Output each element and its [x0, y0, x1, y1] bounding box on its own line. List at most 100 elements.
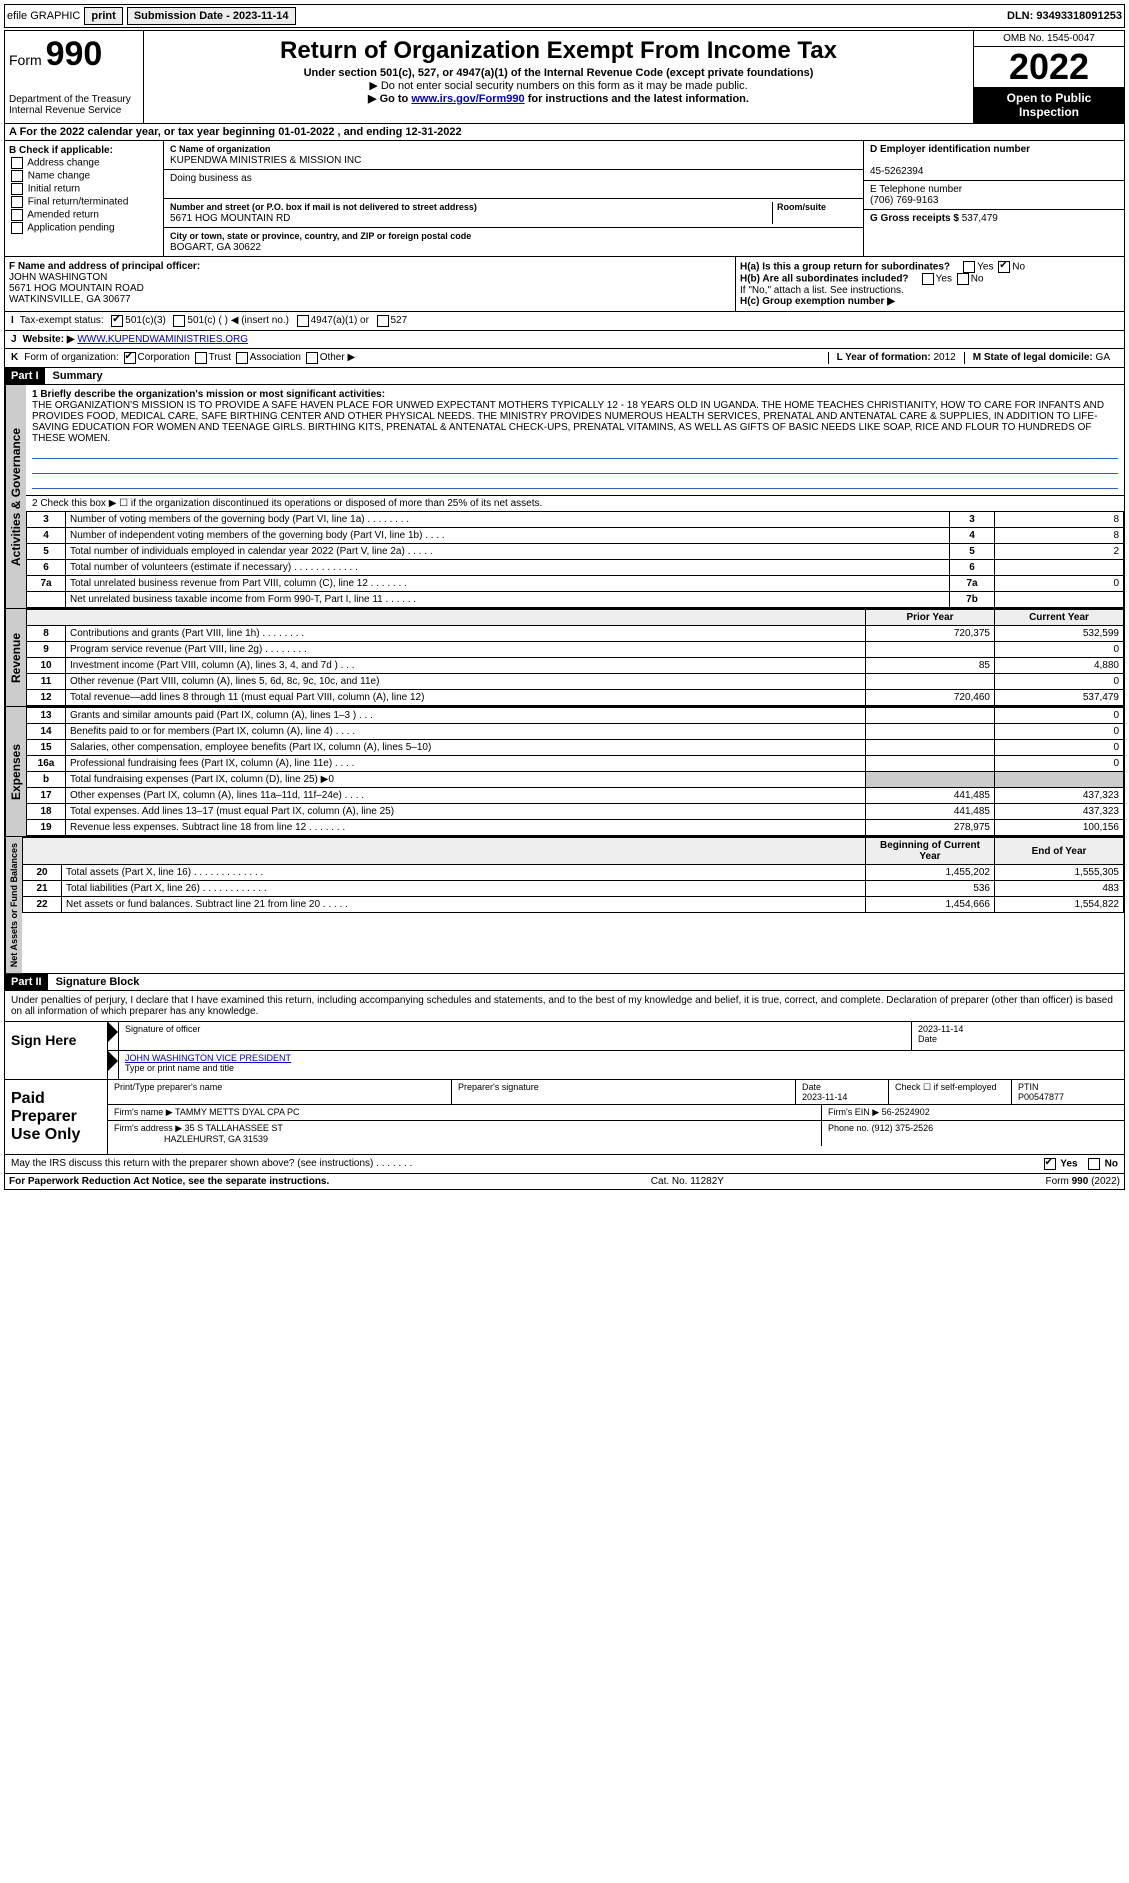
subtitle-3: ▶ Go to www.irs.gov/Form990 for instruct… [148, 92, 969, 105]
officer-addr1: 5671 HOG MOUNTAIN ROAD [9, 283, 144, 294]
table-row: 3Number of voting members of the governi… [27, 512, 1124, 528]
city-value: BOGART, GA 30622 [170, 242, 261, 253]
irs-link[interactable]: www.irs.gov/Form990 [411, 93, 524, 105]
efile-label: efile GRAPHIC [7, 10, 80, 22]
col-f-officer: F Name and address of principal officer:… [5, 257, 735, 311]
row-j-website: J Website: ▶ WWW.KUPENDWAMINISTRIES.ORG [4, 331, 1125, 349]
cb-trust[interactable] [195, 352, 207, 364]
revenue-table: Prior YearCurrent Year 8Contributions an… [26, 609, 1124, 706]
dept-label: Department of the Treasury [9, 94, 139, 105]
cb-address-change[interactable]: Address change [9, 157, 159, 169]
table-row: 5Total number of individuals employed in… [27, 544, 1124, 560]
cb-4947[interactable] [297, 315, 309, 327]
table-row: 9Program service revenue (Part VIII, lin… [27, 642, 1124, 658]
cb-discuss-no[interactable] [1088, 1158, 1100, 1170]
part-1-net-assets: Net Assets or Fund Balances Beginning of… [4, 837, 1125, 974]
gross-value: 537,479 [962, 213, 998, 224]
table-row: 17Other expenses (Part IX, column (A), l… [27, 788, 1124, 804]
row-f-h: F Name and address of principal officer:… [4, 257, 1125, 312]
cb-amended-return[interactable]: Amended return [9, 209, 159, 221]
footer-left: For Paperwork Reduction Act Notice, see … [9, 1176, 329, 1187]
cb-other[interactable] [306, 352, 318, 364]
header-right: OMB No. 1545-0047 2022 Open to Public In… [973, 31, 1124, 123]
dln-label: DLN: 93493318091253 [1007, 10, 1122, 22]
header-mid: Return of Organization Exempt From Incom… [144, 31, 973, 123]
cb-527[interactable] [377, 315, 389, 327]
form-title: Return of Organization Exempt From Incom… [148, 37, 969, 65]
part-1-header: Part I Summary [4, 368, 1125, 385]
table-row: Net unrelated business taxable income fr… [27, 592, 1124, 608]
table-row: 20Total assets (Part X, line 16) . . . .… [23, 865, 1124, 881]
dba-label: Doing business as [170, 173, 252, 184]
table-row: 18Total expenses. Add lines 13–17 (must … [27, 804, 1124, 820]
website-link[interactable]: WWW.KUPENDWAMINISTRIES.ORG [77, 334, 248, 345]
org-name-label: C Name of organization [170, 144, 271, 154]
header-left: Form 990 Department of the Treasury Inte… [5, 31, 144, 123]
print-button[interactable]: print [84, 7, 122, 25]
table-row: 14Benefits paid to or for members (Part … [27, 724, 1124, 740]
subtitle-1: Under section 501(c), 527, or 4947(a)(1)… [148, 67, 969, 79]
expenses-table: 13Grants and similar amounts paid (Part … [26, 707, 1124, 836]
table-row: 15Salaries, other compensation, employee… [27, 740, 1124, 756]
footer: For Paperwork Reduction Act Notice, see … [4, 1174, 1125, 1190]
row-k-l-m: K Form of organization: Corporation Trus… [4, 349, 1125, 368]
subtitle-2: ▶ Do not enter social security numbers o… [148, 79, 969, 92]
part-2-header: Part II Signature Block [4, 974, 1125, 991]
arrow-icon [108, 1051, 118, 1071]
part-1-expenses: Expenses 13Grants and similar amounts pa… [4, 707, 1125, 837]
firm-ein: 56-2524902 [882, 1107, 930, 1117]
footer-mid: Cat. No. 11282Y [651, 1176, 724, 1187]
arrow-icon [108, 1022, 118, 1042]
section-b-to-g: B Check if applicable: Address change Na… [4, 141, 1125, 257]
cb-initial-return[interactable]: Initial return [9, 183, 159, 195]
vtab-governance: Activities & Governance [5, 385, 26, 608]
cb-discuss-yes[interactable] [1044, 1158, 1056, 1170]
vtab-expenses: Expenses [5, 707, 26, 836]
table-row: 6Total number of volunteers (estimate if… [27, 560, 1124, 576]
vtab-revenue: Revenue [5, 609, 26, 706]
paid-preparer-grid: Paid Preparer Use Only Print/Type prepar… [5, 1079, 1124, 1154]
part-1-governance: Activities & Governance 1 Briefly descri… [4, 385, 1125, 609]
table-row: 21Total liabilities (Part X, line 26) . … [23, 881, 1124, 897]
year-formation: 2012 [933, 352, 955, 363]
irs-label: Internal Revenue Service [9, 105, 139, 116]
cb-corporation[interactable] [124, 352, 136, 364]
cb-association[interactable] [236, 352, 248, 364]
sign-here-grid: Sign Here Signature of officer 2023-11-1… [5, 1021, 1124, 1079]
row-a-tax-year: A For the 2022 calendar year, or tax yea… [4, 124, 1125, 141]
firm-name: TAMMY METTS DYAL CPA PC [175, 1107, 300, 1117]
footer-right: Form 990 (2022) [1046, 1176, 1120, 1187]
vtab-net-assets: Net Assets or Fund Balances [5, 837, 22, 973]
submission-date-button[interactable]: Submission Date - 2023-11-14 [127, 7, 296, 25]
table-row: 19Revenue less expenses. Subtract line 1… [27, 820, 1124, 836]
officer-name: JOHN WASHINGTON [9, 272, 107, 283]
discuss-question: May the IRS discuss this return with the… [11, 1158, 412, 1170]
row-i-tax-status: I Tax-exempt status: 501(c)(3) 501(c) ( … [4, 312, 1125, 331]
table-row: 22Net assets or fund balances. Subtract … [23, 897, 1124, 913]
col-b-checkboxes: B Check if applicable: Address change Na… [5, 141, 164, 256]
org-name: KUPENDWA MINISTRIES & MISSION INC [170, 155, 361, 166]
street-value: 5671 HOG MOUNTAIN RD [170, 213, 290, 224]
state-domicile: GA [1096, 352, 1110, 363]
table-row: bTotal fundraising expenses (Part IX, co… [27, 772, 1124, 788]
cb-application-pending[interactable]: Application pending [9, 222, 159, 234]
cb-501c[interactable] [173, 315, 185, 327]
firm-phone: (912) 375-2526 [872, 1123, 934, 1133]
cb-501c3[interactable] [111, 315, 123, 327]
cb-name-change[interactable]: Name change [9, 170, 159, 182]
table-row: 16aProfessional fundraising fees (Part I… [27, 756, 1124, 772]
table-row: 13Grants and similar amounts paid (Part … [27, 708, 1124, 724]
firm-addr: 35 S TALLAHASSEE ST [185, 1123, 283, 1133]
sig-date: 2023-11-14 [918, 1024, 963, 1034]
prep-date: 2023-11-14 [802, 1092, 847, 1102]
gross-label: G Gross receipts $ [870, 213, 959, 224]
officer-name-link[interactable]: JOHN WASHINGTON VICE PRESIDENT [125, 1053, 291, 1063]
cb-final-return[interactable]: Final return/terminated [9, 196, 159, 208]
sign-here-label: Sign Here [5, 1022, 108, 1079]
officer-addr2: WATKINSVILLE, GA 30677 [9, 294, 131, 305]
omb-number: OMB No. 1545-0047 [974, 31, 1124, 47]
table-row: 8Contributions and grants (Part VIII, li… [27, 626, 1124, 642]
room-label: Room/suite [777, 202, 826, 212]
line-2: 2 Check this box ▶ ☐ if the organization… [26, 496, 1124, 511]
net-assets-table: Beginning of Current YearEnd of Year 20T… [22, 837, 1124, 913]
